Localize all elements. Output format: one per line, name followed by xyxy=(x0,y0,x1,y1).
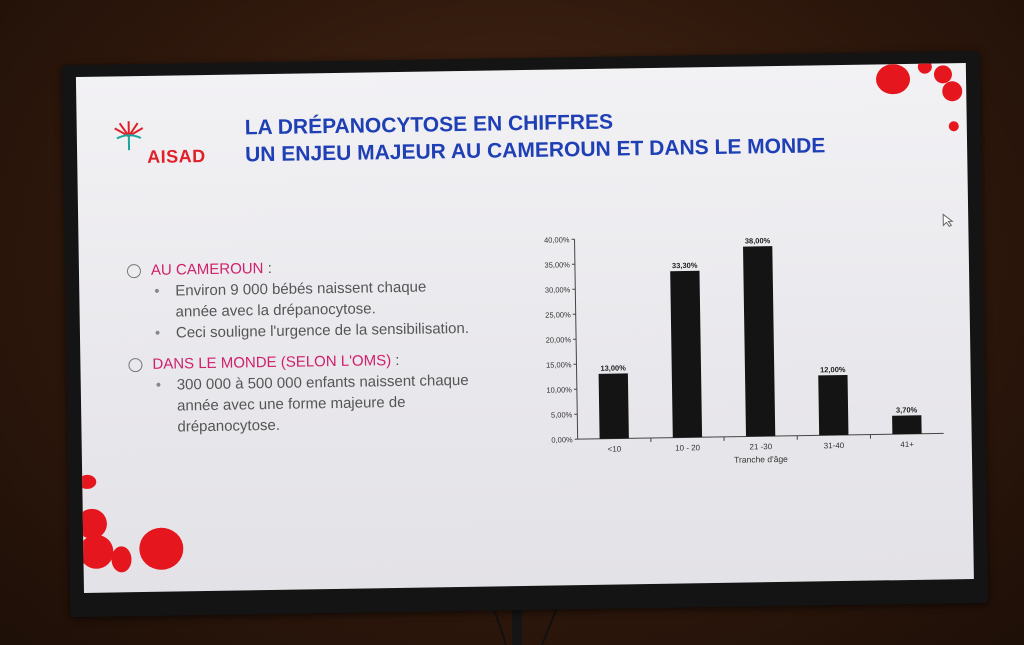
y-tick-label: 25,00% xyxy=(545,310,571,319)
bar-data-label: 38,00% xyxy=(745,236,771,245)
circle-bullet-icon xyxy=(128,358,143,373)
bar-data-label: 12,00% xyxy=(820,365,846,374)
red-cell-decoration xyxy=(79,534,114,570)
red-cell-decoration xyxy=(139,527,184,571)
bullet-dot-icon: • xyxy=(154,282,160,300)
bar-data-label: 13,00% xyxy=(600,363,626,372)
bullet-list: AU CAMEROUN : • Environ 9 000 bébés naiss… xyxy=(126,255,530,438)
bar xyxy=(743,246,776,437)
presentation-slide: AISAD LA DRÉPANOCYTOSE EN CHIFFRES UN EN… xyxy=(75,63,974,593)
mouse-cursor-icon xyxy=(942,213,954,227)
bullet-dot-icon: • xyxy=(154,324,161,342)
red-cell-decoration xyxy=(948,121,959,132)
bar-data-label: 33,30% xyxy=(672,261,698,270)
red-cell-decoration xyxy=(111,546,132,573)
y-tick-label: 40,00% xyxy=(544,235,570,244)
y-tick-label: 10,00% xyxy=(546,385,572,394)
bar xyxy=(818,374,849,436)
red-cell-decoration xyxy=(875,63,911,95)
x-axis-title: Tranche d'âge xyxy=(734,454,788,465)
bar-data-label: 3,70% xyxy=(896,405,918,414)
x-tick-label: 21 -30 xyxy=(749,442,772,451)
section-heading-text: AU CAMEROUN xyxy=(150,260,264,279)
age-bar-chart: 0,00% 5,00% 10,00% 15,00% 20,00% 25,00% 30,00%… xyxy=(544,235,944,465)
tv-monitor: AISAD LA DRÉPANOCYTOSE EN CHIFFRES UN EN… xyxy=(61,50,989,618)
circle-bullet-icon xyxy=(126,264,142,279)
y-tick-label: 0,00% xyxy=(551,435,573,444)
red-cell-decoration xyxy=(917,63,932,74)
x-tick-label: 41+ xyxy=(900,440,914,449)
slide-title: LA DRÉPANOCYTOSE EN CHIFFRES UN ENJEU MA… xyxy=(245,104,886,168)
x-tick-label: 31-40 xyxy=(824,441,845,450)
y-tick-label: 35,00% xyxy=(544,260,570,269)
logo-text: AISAD xyxy=(147,145,206,167)
stand-pole xyxy=(512,600,522,645)
section-heading-text: DANS LE MONDE (SELON L'OMS) xyxy=(152,352,392,373)
y-tick-label: 15,00% xyxy=(546,360,572,369)
bar xyxy=(598,373,629,439)
red-cell-decoration xyxy=(78,474,97,490)
bar xyxy=(670,270,703,438)
x-tick-label: <10 xyxy=(608,444,622,453)
y-tick-label: 30,00% xyxy=(545,285,571,294)
y-tick-label: 5,00% xyxy=(551,410,573,419)
red-cell-decoration xyxy=(942,81,963,102)
y-tick-label: 20,00% xyxy=(546,335,572,344)
aisad-logo-icon xyxy=(114,121,144,151)
bar xyxy=(892,415,922,435)
x-tick-label: 10 - 20 xyxy=(675,443,701,452)
bullet-dot-icon: • xyxy=(155,376,162,394)
